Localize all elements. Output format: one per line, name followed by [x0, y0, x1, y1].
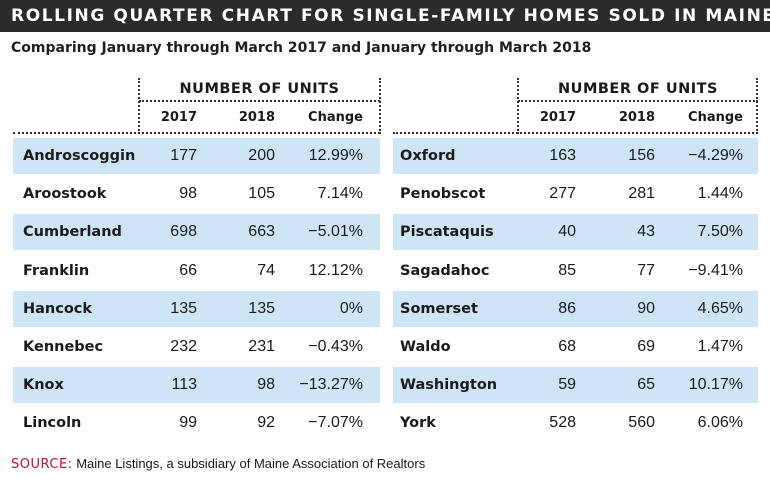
- value-change: 12.12%: [308, 261, 363, 279]
- county-name: Piscataquis: [400, 224, 494, 241]
- county-name: Cumberland: [23, 224, 122, 241]
- county-name: Somerset: [400, 300, 478, 317]
- value-2018: 156: [628, 147, 655, 164]
- value-2018: 43: [637, 223, 655, 241]
- dotted-divider: [138, 78, 140, 134]
- value-change: 12.99%: [308, 147, 363, 164]
- value-2017: 40: [558, 223, 576, 241]
- table-row: Aroostook 98 105 7.14%: [13, 176, 380, 212]
- value-2017: 277: [549, 185, 576, 203]
- value-change: −0.43%: [308, 338, 363, 355]
- table-row: Piscataquis 40 43 7.50%: [393, 214, 758, 251]
- table-row: Knox 113 98 −13.27%: [13, 367, 380, 404]
- value-change: 7.14%: [317, 185, 363, 203]
- value-2018: 77: [637, 261, 655, 279]
- value-2017: 528: [549, 414, 576, 432]
- source-text: Maine Listings, a subsidiary of Maine As…: [76, 456, 426, 471]
- value-2018: 560: [628, 414, 655, 432]
- value-2017: 59: [558, 376, 576, 394]
- dotted-divider: [756, 78, 758, 134]
- county-name: York: [400, 415, 436, 432]
- value-change: 6.06%: [697, 414, 743, 432]
- value-change: 10.17%: [688, 376, 743, 394]
- group-header: NUMBER OF UNITS: [518, 78, 758, 102]
- county-name: Oxford: [400, 148, 456, 164]
- value-change: −5.01%: [308, 223, 363, 241]
- value-2017: 99: [179, 414, 197, 432]
- value-change: 1.44%: [697, 185, 743, 203]
- dotted-divider: [379, 78, 381, 134]
- column-header-2017: 2017: [539, 110, 576, 125]
- county-name: Aroostook: [23, 186, 107, 203]
- value-2017: 163: [549, 147, 576, 164]
- value-2017: 232: [170, 338, 197, 355]
- value-2017: 113: [171, 376, 197, 394]
- county-name: Sagadahoc: [400, 262, 490, 279]
- table-row: Sagadahoc 85 77 −9.41%: [393, 253, 758, 289]
- chart-subtitle: Comparing January through March 2017 and…: [11, 40, 592, 56]
- column-header-2018: 2018: [618, 110, 655, 125]
- value-2018: 98: [257, 376, 275, 394]
- column-header-2018: 2018: [238, 110, 275, 125]
- table-row: York 528 560 6.06%: [393, 405, 758, 441]
- value-change: 7.50%: [697, 223, 743, 241]
- value-2018: 663: [248, 223, 275, 241]
- source-note: SOURCE: Maine Listings, a subsidiary of …: [11, 456, 425, 472]
- value-2018: 90: [637, 299, 655, 317]
- table-row: Lincoln 99 92 −7.07%: [13, 405, 380, 441]
- table-row: Androscoggin 177 200 12.99%: [13, 138, 380, 174]
- county-name: Hancock: [23, 300, 93, 317]
- county-name: Penobscot: [400, 186, 486, 203]
- value-change: 0%: [339, 299, 363, 317]
- value-2018: 231: [248, 338, 275, 355]
- table-row: Kennebec 232 231 −0.43%: [13, 329, 380, 365]
- value-2018: 105: [248, 185, 275, 203]
- county-name: Androscoggin: [23, 148, 136, 164]
- dotted-divider: [517, 78, 519, 134]
- column-headers: 2017 2018 Change: [13, 78, 381, 134]
- table-row: Hancock 135 135 0%: [13, 290, 380, 327]
- value-2018: 69: [637, 338, 655, 355]
- value-change: −4.29%: [688, 147, 743, 164]
- table-row: Franklin 66 74 12.12%: [13, 253, 380, 289]
- group-header: NUMBER OF UNITS: [139, 78, 380, 102]
- value-change: 4.65%: [697, 299, 743, 317]
- value-2017: 135: [170, 299, 197, 317]
- source-label: SOURCE:: [11, 457, 73, 472]
- county-name: Knox: [23, 377, 64, 394]
- table-row: Cumberland 698 663 −5.01%: [13, 214, 380, 251]
- county-name: Franklin: [23, 262, 90, 279]
- table-row: Waldo 68 69 1.47%: [393, 329, 758, 365]
- county-name: Lincoln: [23, 415, 82, 432]
- column-header-change: Change: [688, 110, 743, 125]
- value-2017: 98: [179, 185, 197, 203]
- value-change: −7.07%: [308, 414, 363, 432]
- value-2018: 92: [257, 414, 275, 432]
- value-2017: 68: [558, 338, 576, 355]
- table-row: Penobscot 277 281 1.44%: [393, 176, 758, 212]
- value-change: 1.47%: [697, 338, 743, 355]
- value-2018: 65: [637, 376, 655, 394]
- county-name: Washington: [400, 377, 498, 394]
- table-row: Oxford 163 156 −4.29%: [393, 138, 758, 174]
- value-2018: 74: [257, 261, 275, 279]
- value-2018: 135: [248, 299, 275, 317]
- value-change: −13.27%: [299, 376, 363, 394]
- county-name: Waldo: [400, 339, 451, 355]
- table-row: Somerset 86 90 4.65%: [393, 290, 758, 327]
- column-headers: 2017 2018 Change: [393, 78, 758, 134]
- table-row: Washington 59 65 10.17%: [393, 367, 758, 404]
- value-2017: 698: [170, 223, 197, 241]
- value-2018: 281: [628, 185, 655, 203]
- value-2017: 85: [558, 261, 576, 279]
- value-2017: 66: [179, 261, 197, 279]
- column-header-2017: 2017: [160, 110, 197, 125]
- value-change: −9.41%: [688, 261, 743, 279]
- chart-title: ROLLING QUARTER CHART FOR SINGLE-FAMILY …: [0, 0, 770, 32]
- value-2017: 177: [170, 147, 197, 164]
- column-header-change: Change: [308, 110, 363, 125]
- value-2017: 86: [558, 299, 576, 317]
- value-2018: 200: [248, 147, 275, 164]
- county-name: Kennebec: [23, 339, 104, 355]
